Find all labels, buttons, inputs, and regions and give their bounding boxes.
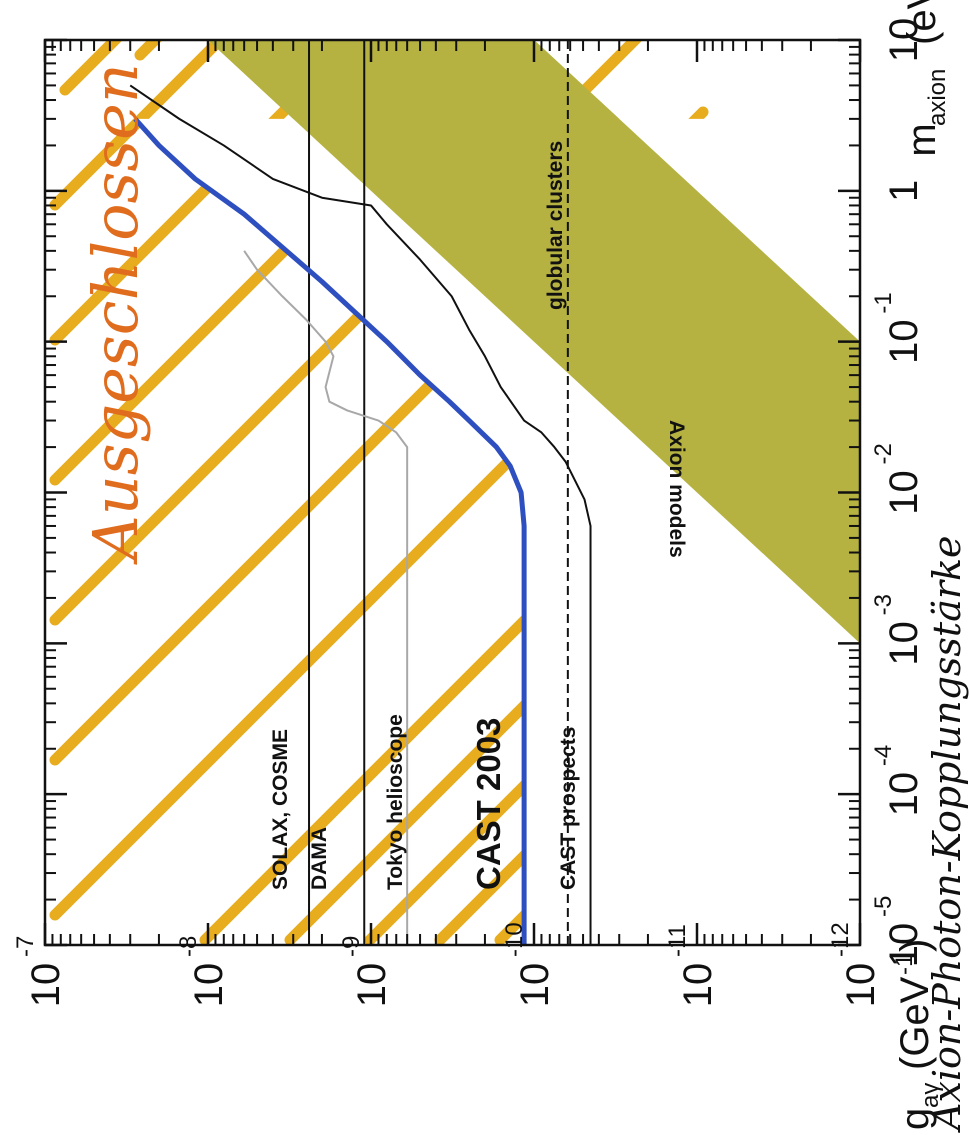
x-tick-base: 10: [882, 772, 926, 817]
excluded-label-text: Ausgeschlossen: [79, 63, 152, 565]
series-line: [133, 117, 527, 945]
y-axis-unit-close: ): [893, 939, 937, 952]
y-tick-exponent: -12: [827, 922, 854, 957]
y-tick-label: 10-8: [175, 936, 231, 1008]
axion-models-band-overlay: [208, 40, 860, 644]
x-tick-exponent: -3: [870, 594, 897, 615]
x-tick-base: 10: [882, 18, 926, 63]
x-tick-base: 10: [882, 621, 926, 666]
hatch-stroke: [49, 40, 228, 211]
y-axis-handwritten-text: Axion-Photon-Kopplungsstärke: [925, 535, 969, 1133]
y-tick-label: 10-7: [12, 936, 68, 1008]
y-tick-exponent: -9: [338, 936, 365, 957]
annotation-label: Axion models: [665, 420, 688, 558]
x-tick-base: 10: [882, 923, 926, 968]
y-tick-base: 10: [24, 963, 68, 1008]
y-axis-subscript: aγ: [917, 1083, 944, 1108]
x-tick-label: 10: [882, 18, 926, 63]
annotation-text: Axion models: [665, 420, 688, 558]
y-tick-base: 10: [839, 963, 883, 1008]
annotation-label: CAST prospects: [557, 727, 580, 890]
x-tick-base: 10: [882, 470, 926, 515]
y-tick-label: 10-10: [501, 922, 557, 1007]
x-axis-subscript: axion: [924, 69, 951, 126]
y-tick-base: 10: [676, 963, 720, 1008]
series-line: [129, 84, 592, 945]
annotation-text: CAST 2003: [470, 718, 507, 890]
series-line: [243, 250, 409, 945]
y-tick-label: 10-9: [338, 936, 394, 1008]
y-axis-unit: (GeV: [893, 976, 937, 1070]
y-tick-exponent: -8: [175, 936, 202, 957]
y-tick-exponent: -10: [501, 922, 528, 957]
x-tick-label: 10-1: [870, 292, 926, 364]
y-tick-label: 10-11: [664, 924, 720, 1007]
annotation-label: globular clusters: [544, 141, 567, 310]
y-axis-symbol: g: [893, 1108, 937, 1130]
x-tick-label: 10-5: [870, 896, 926, 968]
annotation-text: globular clusters: [544, 141, 567, 310]
annotation-text: Tokyo helioscope: [384, 714, 407, 890]
y-tick-base: 10: [350, 963, 394, 1008]
annotation-text: DAMA: [308, 827, 331, 890]
x-tick-label: 1: [882, 180, 926, 202]
excluded-label: Ausgeschlossen: [79, 63, 152, 565]
annotation-text: CAST prospects: [557, 727, 580, 890]
annotation-label: DAMA: [308, 827, 331, 890]
x-tick-exponent: -1: [870, 292, 897, 313]
x-tick-label: 10-3: [870, 594, 926, 666]
y-tick-exponent: -11: [664, 924, 691, 957]
y-axis-unit-exponent: -1: [891, 954, 918, 975]
x-tick-exponent: -4: [870, 745, 897, 766]
x-tick-exponent: -2: [870, 443, 897, 464]
x-tick-exponent: -5: [870, 896, 897, 917]
hatch-stroke: [49, 40, 363, 346]
annotation-label: Tokyo helioscope: [384, 714, 407, 890]
x-tick-label: 10-2: [870, 443, 926, 515]
x-tick-label: 10-4: [870, 745, 926, 817]
x-tick-base: 1: [882, 180, 926, 202]
y-tick-base: 10: [513, 963, 557, 1008]
y-tick-label: 10-12: [827, 922, 883, 1007]
annotation-label: CAST 2003: [470, 718, 507, 890]
x-axis-unit: (eV): [900, 0, 944, 45]
y-tick-exponent: -7: [12, 936, 39, 957]
x-tick-base: 10: [882, 319, 926, 364]
annotation-text: SOLAX, COSME: [269, 729, 292, 890]
y-axis-handwritten-title: Axion-Photon-Kopplungsstärke: [925, 535, 969, 1133]
annotation-label: SOLAX, COSME: [269, 729, 292, 890]
x-axis-symbol: m: [900, 123, 944, 156]
y-axis-title: gaγ (GeV-1): [891, 939, 944, 1130]
y-tick-base: 10: [187, 963, 231, 1008]
